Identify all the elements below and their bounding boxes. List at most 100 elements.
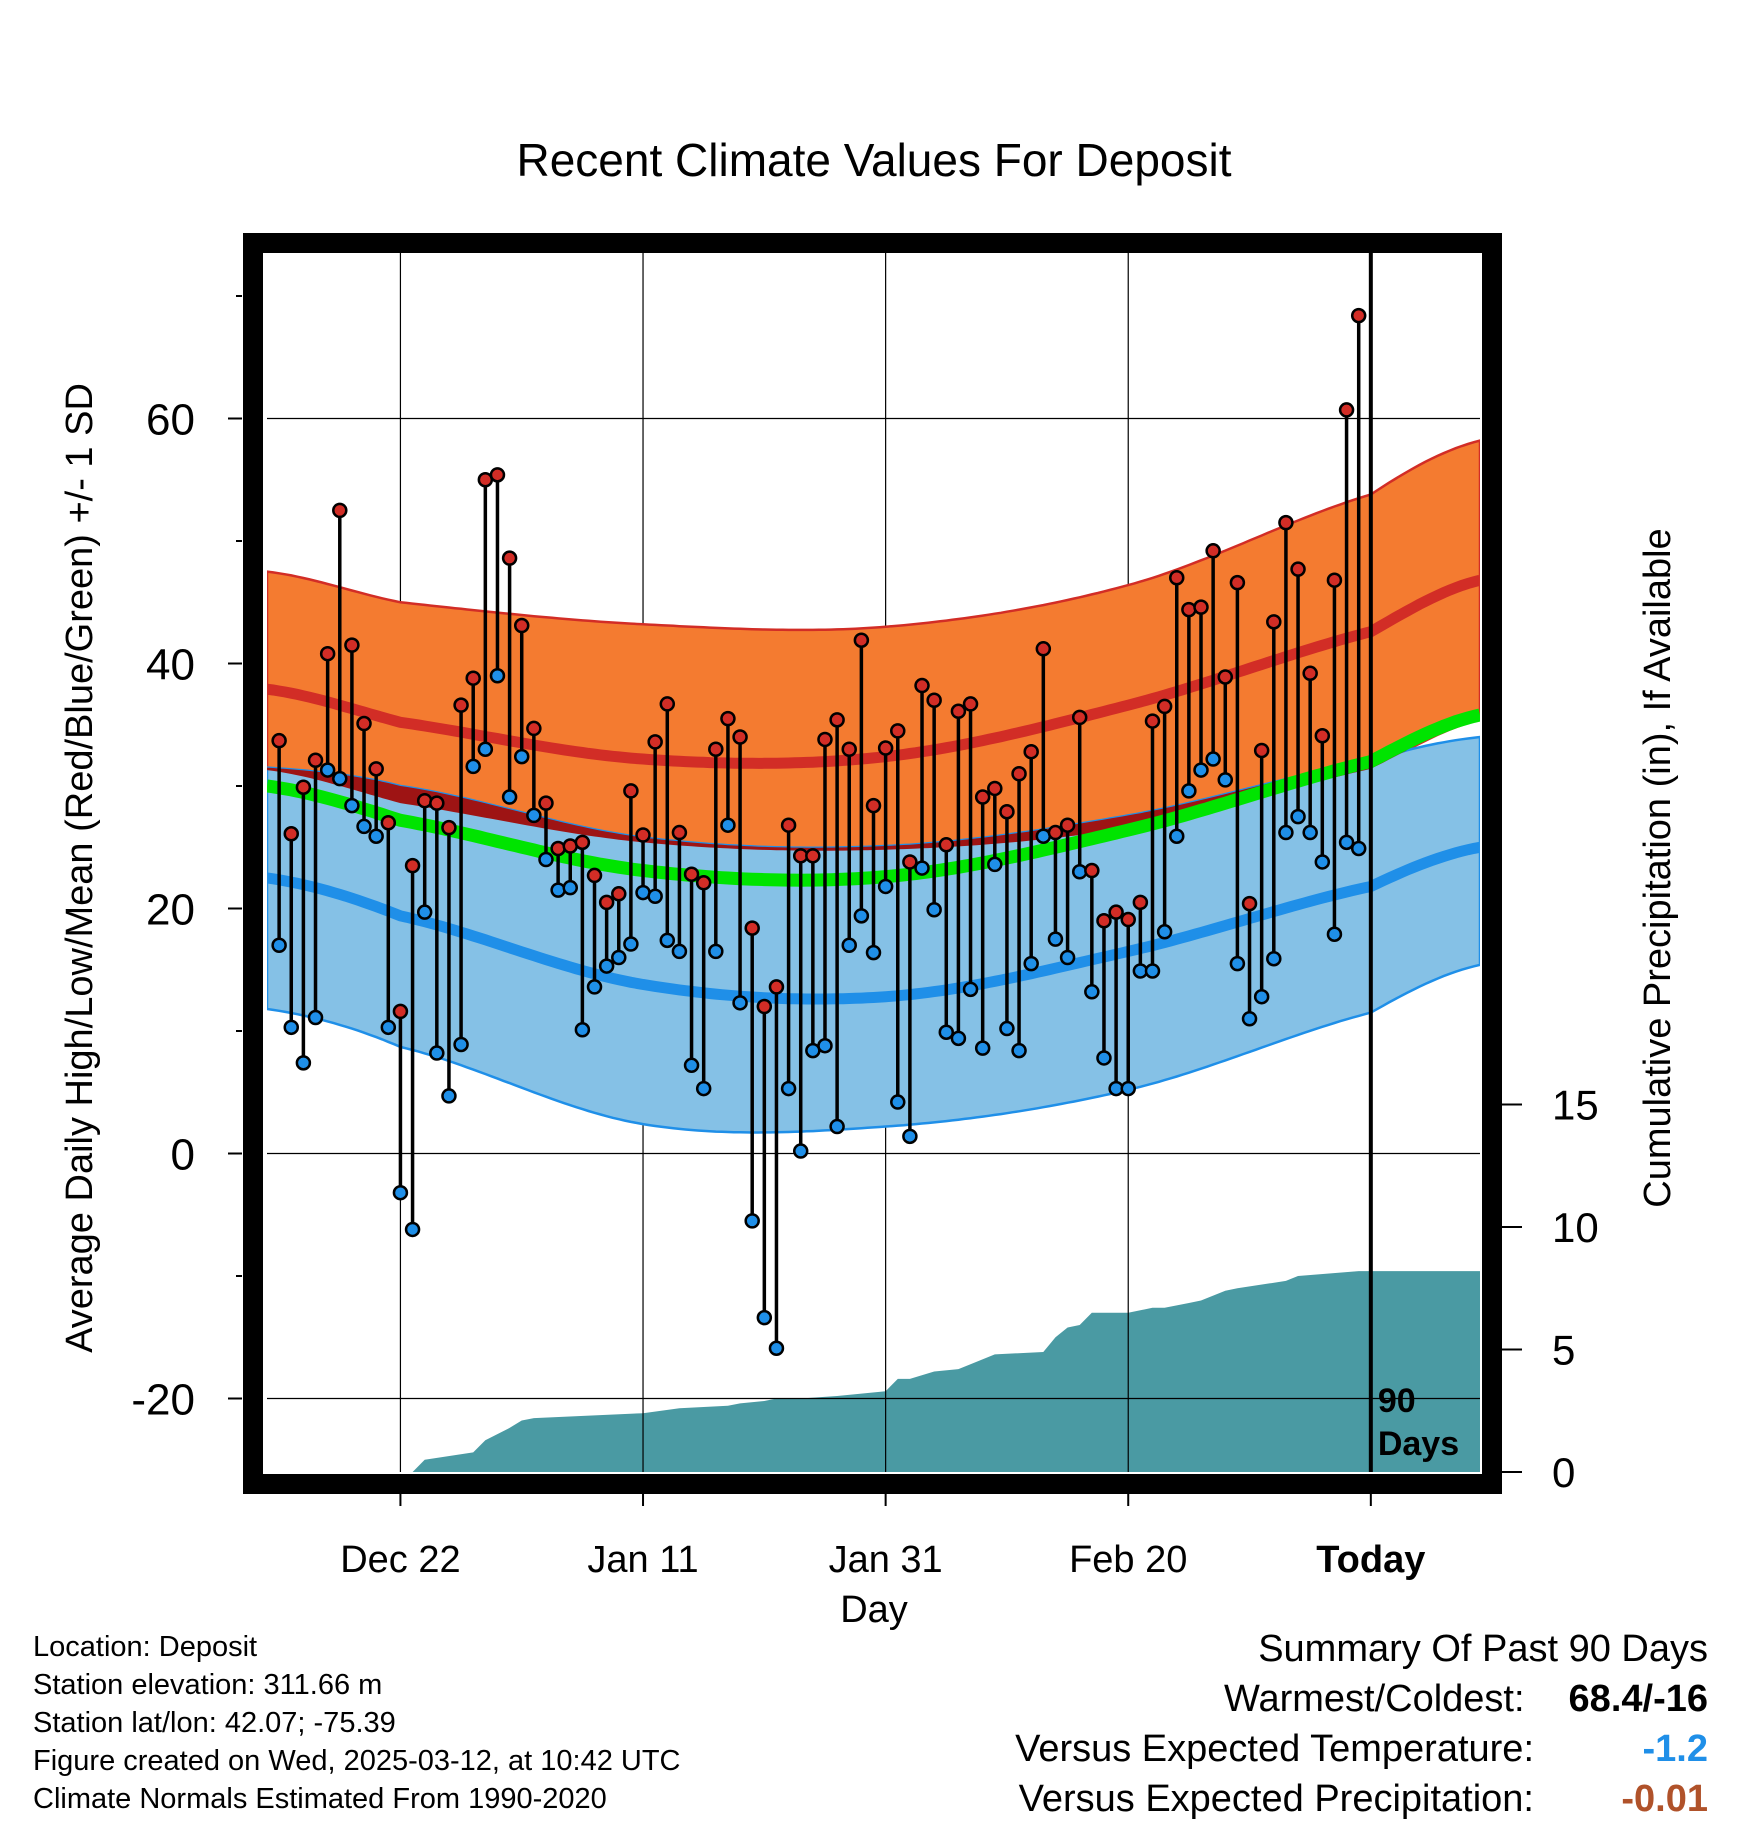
low-point [538, 851, 554, 868]
y2-tick-label: 0 [1552, 1449, 1575, 1496]
summary-title-row: Summary Of Past 90 Days [1015, 1624, 1708, 1674]
summary-panel: Summary Of Past 90 Days Warmest/Coldest:… [1015, 1624, 1708, 1824]
low-point [356, 818, 372, 835]
high-point [586, 867, 603, 884]
plot-frame [243, 233, 1502, 1494]
y-tick-label: 20 [146, 886, 195, 935]
low-point [865, 944, 882, 961]
low-point [489, 668, 506, 684]
high-point [1084, 862, 1100, 879]
warmest-coldest-row: Warmest/Coldest: 68.4/-16 [1015, 1674, 1708, 1724]
precip-departure-value: -0.01 [1621, 1778, 1708, 1820]
high-point [1217, 669, 1234, 685]
high-point [974, 789, 991, 805]
high-point [902, 854, 918, 870]
low-point [999, 1020, 1015, 1037]
high-point [368, 761, 384, 777]
low-point [404, 1221, 421, 1238]
high-point [598, 894, 615, 911]
low-point [319, 762, 336, 778]
low-point [780, 1080, 797, 1097]
high-point [768, 979, 785, 995]
low-point [295, 1055, 312, 1071]
high-point [1193, 599, 1209, 615]
low-point [526, 807, 542, 824]
low-point [1096, 1050, 1112, 1066]
high-point [853, 632, 870, 648]
high-point [683, 866, 700, 882]
x-tick-label: Today [1316, 1539, 1425, 1581]
high-point [1253, 742, 1270, 759]
low-point [392, 1184, 409, 1201]
high-point [950, 703, 967, 720]
low-point [1266, 950, 1282, 967]
high-point [744, 920, 760, 936]
precip-departure-label: Versus Expected Precipitation: [1018, 1778, 1534, 1820]
high-point [465, 670, 481, 686]
high-point [550, 840, 566, 857]
high-point [404, 857, 421, 874]
high-point [1011, 766, 1027, 782]
low-point [1229, 955, 1246, 972]
warmest-coldest-value: 68.4/-16 [1568, 1678, 1708, 1720]
high-point [1132, 894, 1149, 911]
low-point [683, 1057, 700, 1074]
low-point [368, 828, 384, 844]
low-point [1169, 828, 1185, 844]
low-point [1350, 840, 1367, 857]
low-point [332, 770, 348, 787]
low-point [344, 797, 360, 814]
high-point [380, 815, 397, 831]
low-point [829, 1118, 845, 1135]
high-point [319, 645, 336, 662]
low-point [1120, 1080, 1136, 1097]
today-label-90: 90 [1378, 1382, 1416, 1420]
high-point [732, 729, 748, 745]
plot-area: 90 Days [267, 247, 1480, 1472]
low-mean-line [267, 841, 1480, 1005]
low-point [1011, 1042, 1027, 1059]
x-axis-label: Day [840, 1589, 908, 1631]
low-point [720, 817, 736, 833]
high-point [708, 741, 724, 757]
low-point [671, 943, 688, 960]
low-point [1241, 1011, 1258, 1027]
high-point [574, 834, 591, 851]
low-point [574, 1022, 591, 1038]
high-point [1071, 709, 1088, 726]
high-point [756, 998, 773, 1015]
low-point [441, 1088, 457, 1104]
high-point [1326, 572, 1343, 588]
high-point [1120, 911, 1136, 928]
low-point [902, 1128, 918, 1145]
low-point [453, 1036, 469, 1053]
y-tick-label: 60 [146, 396, 195, 445]
temp-departure-row: Versus Expected Temperature: -1.2 [1015, 1724, 1708, 1774]
y2-tick-label: 15 [1552, 1082, 1599, 1129]
high-point [526, 720, 542, 737]
high-point [780, 817, 797, 833]
y2-tick-label: 10 [1552, 1204, 1599, 1251]
y-tick-label: -20 [131, 1376, 195, 1425]
high-point [817, 731, 833, 748]
high-point [501, 550, 518, 566]
station-info: Location: Deposit Station elevation: 311… [33, 1628, 681, 1818]
high-point [1156, 698, 1173, 715]
location-line: Location: Deposit [33, 1631, 258, 1663]
summary-title: Summary Of Past 90 Days [1258, 1628, 1708, 1670]
high-point [344, 637, 360, 653]
temp-departure-value: -1.2 [1642, 1728, 1708, 1770]
low-point [1144, 963, 1161, 979]
high-point [647, 734, 663, 750]
high-point [489, 467, 506, 483]
high-point [865, 797, 882, 814]
high-point [695, 875, 712, 891]
high-point [538, 795, 554, 811]
low-point [950, 1030, 967, 1047]
high-point [416, 792, 433, 809]
high-point [441, 819, 457, 836]
low-point [307, 1009, 324, 1026]
x-tick-label: Dec 22 [340, 1539, 460, 1581]
high-point [1302, 665, 1318, 682]
low-point [659, 932, 676, 949]
